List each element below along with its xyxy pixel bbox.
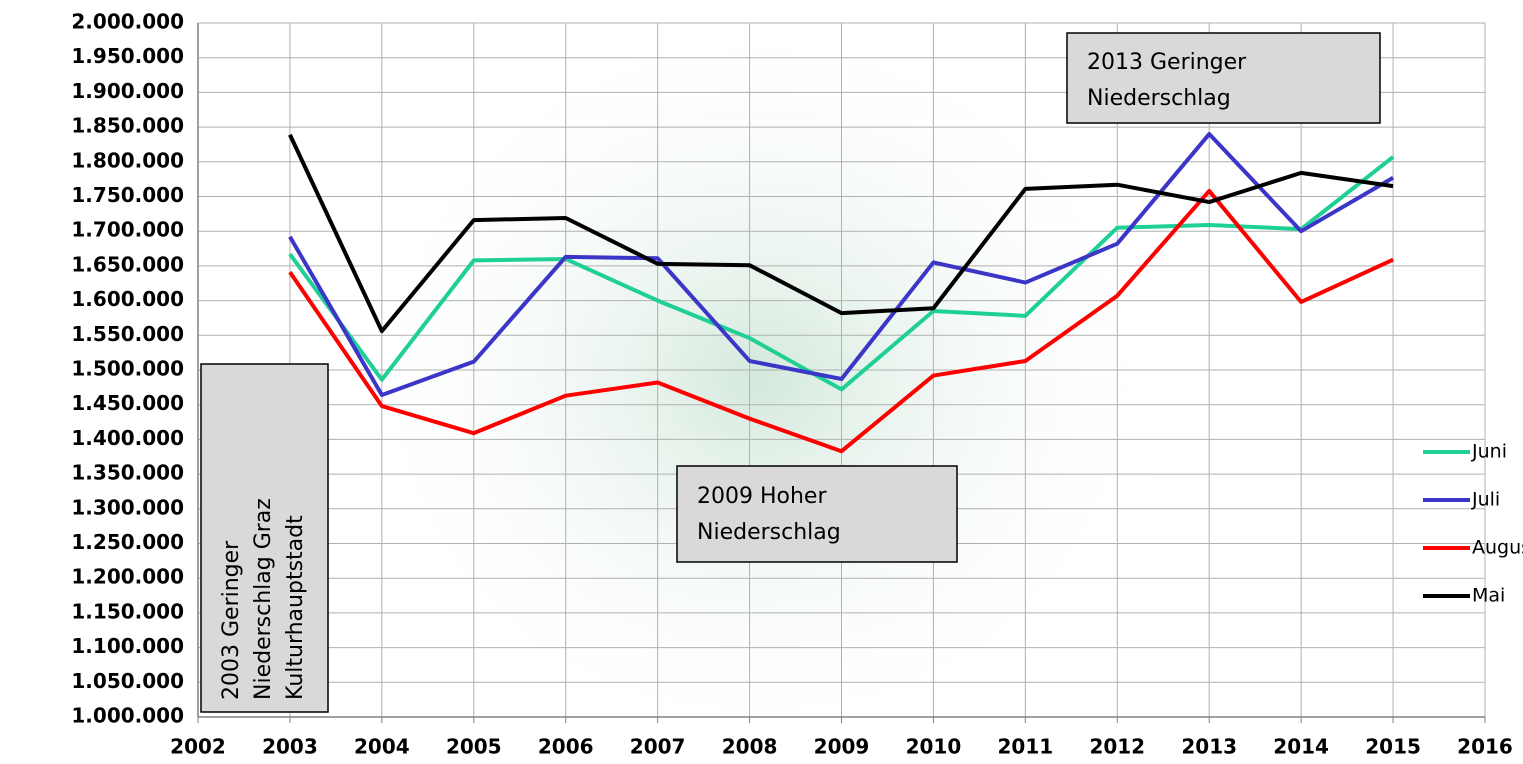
y-tick-label: 1.400.000 <box>71 426 184 450</box>
annotation-box <box>677 466 957 562</box>
x-tick-label: 2007 <box>630 735 686 759</box>
x-tick-label: 2011 <box>998 735 1054 759</box>
x-tick-label: 2008 <box>722 735 778 759</box>
x-tick-label: 2015 <box>1365 735 1421 759</box>
y-tick-label: 1.900.000 <box>71 79 184 103</box>
x-tick-label: 2002 <box>170 735 226 759</box>
y-tick-label: 1.600.000 <box>71 287 184 311</box>
y-tick-label: 1.250.000 <box>71 530 184 554</box>
legend-label: Juli <box>1471 489 1500 511</box>
x-tick-label: 2012 <box>1089 735 1145 759</box>
legend-label: August <box>1472 537 1523 559</box>
x-tick-label: 2013 <box>1181 735 1237 759</box>
x-tick-label: 2014 <box>1273 735 1329 759</box>
y-tick-label: 1.850.000 <box>71 114 184 138</box>
y-tick-label: 1.950.000 <box>71 44 184 68</box>
annotation-text: Kulturhauptstadt <box>283 515 308 700</box>
x-tick-label: 2009 <box>814 735 870 759</box>
y-tick-label: 1.050.000 <box>71 669 184 693</box>
annotation-text: 2009 Hoher <box>697 484 827 509</box>
annotation-text: Niederschlag <box>1087 86 1231 111</box>
annotation-text: 2003 Geringer <box>219 540 244 700</box>
watermark <box>340 0 1180 760</box>
y-tick-label: 1.450.000 <box>71 391 184 415</box>
x-tick-label: 2006 <box>538 735 594 759</box>
annotation-text: Niederschlag Graz <box>251 498 276 700</box>
y-tick-label: 1.100.000 <box>71 634 184 658</box>
y-tick-label: 1.300.000 <box>71 495 184 519</box>
y-tick-label: 1.750.000 <box>71 183 184 207</box>
y-tick-label: 1.000.000 <box>71 704 184 728</box>
y-tick-label: 1.650.000 <box>71 252 184 276</box>
y-tick-label: 1.500.000 <box>71 357 184 381</box>
annotation-text: 2013 Geringer <box>1087 50 1247 75</box>
x-tick-label: 2005 <box>446 735 502 759</box>
annotation-text: Niederschlag <box>697 520 841 545</box>
y-tick-label: 1.800.000 <box>71 148 184 172</box>
y-tick-label: 1.200.000 <box>71 565 184 589</box>
x-tick-label: 2010 <box>906 735 962 759</box>
y-tick-label: 1.350.000 <box>71 461 184 485</box>
x-tick-label: 2004 <box>354 735 410 759</box>
legend-label: Juni <box>1471 441 1507 463</box>
y-tick-label: 1.550.000 <box>71 322 184 346</box>
legend-label: Mai <box>1472 585 1505 607</box>
x-tick-label: 2016 <box>1457 735 1513 759</box>
y-tick-label: 1.150.000 <box>71 599 184 623</box>
y-tick-label: 1.700.000 <box>71 218 184 242</box>
chart: 1.000.000 1.050.000 1.100.000 1.150.000 1.20… <box>0 0 1523 764</box>
y-tick-label: 2.000.000 <box>71 10 184 34</box>
x-tick-label: 2003 <box>262 735 318 759</box>
